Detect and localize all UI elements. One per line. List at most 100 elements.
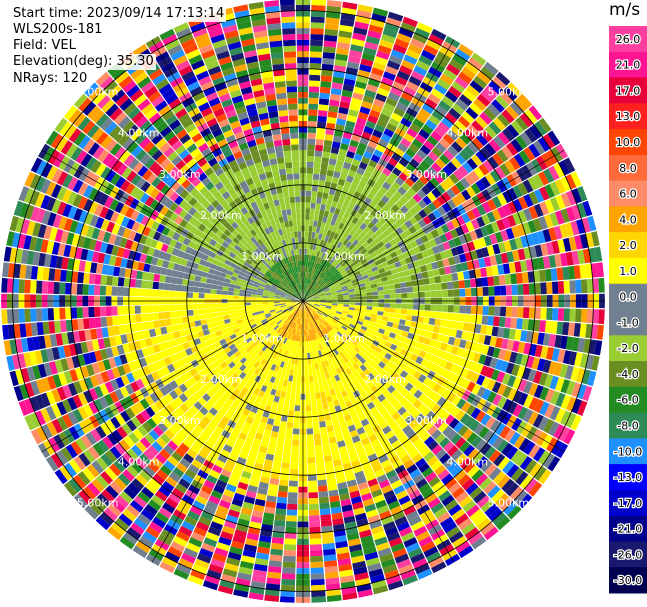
gate [305,312,307,319]
gate [244,496,256,505]
gate [314,208,320,216]
gate [555,377,565,392]
gate [355,360,363,368]
gate [87,482,101,497]
gate [298,312,301,318]
gate [343,515,356,524]
gate [376,50,390,60]
gate [434,126,446,138]
gate [281,355,287,363]
gate [51,403,62,418]
gate [123,305,130,315]
gate [256,427,265,435]
gate [518,93,533,109]
gate [20,249,29,264]
gate [337,558,352,566]
gate [313,274,317,281]
gate [186,334,194,342]
gate [571,382,582,398]
gate [474,324,482,334]
gate [178,478,191,489]
gate [264,312,271,317]
gate [422,377,432,387]
gate [435,407,446,418]
gate [373,237,382,245]
gate [26,250,35,265]
gate [144,433,156,445]
gate [54,469,68,485]
gate [120,334,128,344]
gate [114,335,123,346]
gate [105,243,114,255]
gate [105,419,117,433]
gate [253,387,261,396]
gate [246,532,260,541]
gate [484,143,497,156]
gate [365,447,376,457]
gate [285,299,292,301]
gate [116,344,125,355]
gate [210,289,217,294]
gate [166,268,173,277]
gate [416,442,428,453]
gate [315,320,320,326]
gate [430,130,443,142]
gate [385,97,398,107]
gate [262,410,270,418]
gate [308,509,320,516]
gate [268,304,275,308]
gate [418,310,425,317]
gate [379,420,389,430]
gate [446,403,456,414]
gate [324,289,331,294]
gate [107,326,115,337]
gate [324,360,330,367]
gate [306,405,312,412]
gate [312,268,317,275]
gate [318,350,323,357]
gate [389,308,396,313]
gate [73,493,88,509]
gate [423,278,430,285]
gate [110,416,121,429]
gate [311,363,316,371]
gate [505,105,519,120]
gate [263,392,270,400]
gate [227,551,242,561]
gate [35,410,46,426]
gate [488,306,495,316]
gate [286,515,297,522]
gate [198,348,206,357]
gate [129,404,140,416]
gate [293,310,297,316]
gate [309,51,323,58]
gate [300,324,303,330]
gate [312,307,318,312]
gate [481,213,491,226]
gate [164,383,174,393]
gate [313,333,317,340]
gate [319,174,326,181]
gate [480,267,488,278]
gate [587,370,597,387]
gate [365,288,373,293]
gate [334,464,344,473]
gate [258,481,269,490]
gate [355,408,364,417]
gate [141,486,155,499]
gate [73,381,83,394]
gate [324,291,331,295]
gate [456,192,467,204]
gate [340,377,348,385]
gate [140,376,150,387]
gate [471,120,484,133]
gate [245,310,253,315]
gate [299,341,302,348]
gate [201,384,211,393]
gate [310,561,324,568]
gate [451,196,462,207]
gate [336,274,343,280]
gate [401,182,411,192]
gate [311,288,316,293]
gate [412,438,424,449]
